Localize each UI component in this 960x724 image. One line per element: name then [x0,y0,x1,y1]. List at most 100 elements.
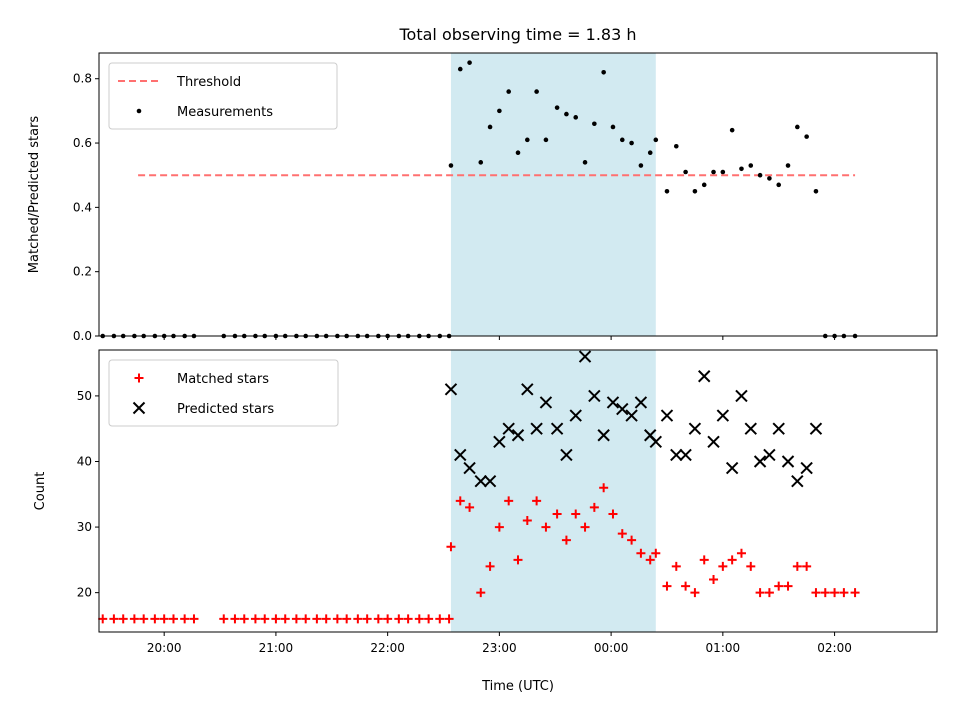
legend: Matched stars Predicted stars [108,359,339,427]
x-tick-label: 01:00 [706,641,741,655]
data-point [638,163,644,168]
data-point [636,548,646,558]
data-point [230,614,240,624]
plot-frame [98,349,938,633]
data-point [497,108,502,114]
data-point [435,614,445,624]
data-point [645,555,655,565]
data-point [532,496,542,506]
data-point [701,182,707,188]
data-point [748,163,754,168]
legend-label: Predicted stars [177,402,274,417]
data-point [589,502,599,512]
data-point [850,588,860,598]
data-point [321,614,331,624]
data-point [189,614,199,624]
data-point [809,422,823,435]
data-point [502,422,515,435]
data-point [493,435,506,449]
data-point [98,614,108,624]
data-point [820,588,830,598]
data-point [534,89,539,94]
data-point [651,548,661,558]
data-point [530,422,543,435]
data-point [342,614,352,624]
data-point [739,166,744,172]
data-point [811,588,821,598]
data-point [260,614,270,624]
data-point [573,115,579,120]
data-point [729,127,735,133]
data-point [774,581,784,591]
data-point [670,448,683,462]
y-tick-label: 50 [77,389,92,403]
data-point [353,614,363,624]
data-point [539,396,553,409]
data-point [463,461,476,475]
legend-swatch [136,108,142,114]
data-point [599,483,609,493]
data-point [522,516,532,526]
data-point [219,614,229,624]
data-point [525,137,530,143]
data-point [617,529,627,539]
data-point [804,134,809,139]
y-axis-label: Matched/Predicted stars [27,116,42,274]
legend-label: Measurements [177,105,273,120]
data-point [504,496,514,506]
data-point [746,561,756,571]
data-point [515,150,521,155]
data-point [649,435,663,449]
panel-counts: 20 30 40 50 20:00 21:00 22:00 23:00 00:00 01:00 02… [33,349,938,655]
data-point [168,614,178,624]
data-point [444,614,454,624]
data-point [129,614,139,624]
data-point [448,163,454,168]
data-point [802,561,812,571]
data-point [511,429,525,442]
data-point [792,561,802,571]
x-tick-label: 20:00 [147,641,182,655]
data-point [560,448,573,462]
x-tick-label: 22:00 [370,641,405,655]
data-point [301,614,311,624]
data-point [688,422,702,435]
y-axis-label: Count [33,472,48,511]
data-point [830,588,840,598]
data-point [597,429,610,442]
data-point [629,140,634,146]
data-point [671,561,681,571]
data-point [720,169,726,175]
data-point [692,188,698,194]
data-point [683,169,688,175]
data-point [474,474,487,488]
data-point [487,124,493,130]
data-point [764,588,774,598]
data-point [711,169,716,175]
data-point [698,370,711,383]
data-point [476,588,486,598]
data-point [506,89,511,94]
data-point [718,561,728,571]
data-point [679,448,692,462]
data-point [592,121,597,127]
data-point [755,588,765,598]
legend: Threshold Measurements [108,62,338,130]
data-point [569,409,582,422]
legend-box [108,62,338,130]
data-point [455,496,465,506]
series-matched-stars [98,483,860,624]
data-point [446,542,456,552]
legend-label: Matched stars [177,372,269,387]
data-point [727,555,737,565]
data-point [239,614,249,624]
data-point [571,509,581,519]
data-point [610,124,616,130]
data-point [403,614,413,624]
x-tick-label: 00:00 [594,641,629,655]
data-point [521,383,534,396]
data-point [332,614,342,624]
data-point [454,448,467,462]
y-tick-label: 0.8 [73,72,92,86]
panel-ratio: 0.0 0.2 0.4 0.6 0.8 Matched/Predicted stars Th… [27,52,938,343]
